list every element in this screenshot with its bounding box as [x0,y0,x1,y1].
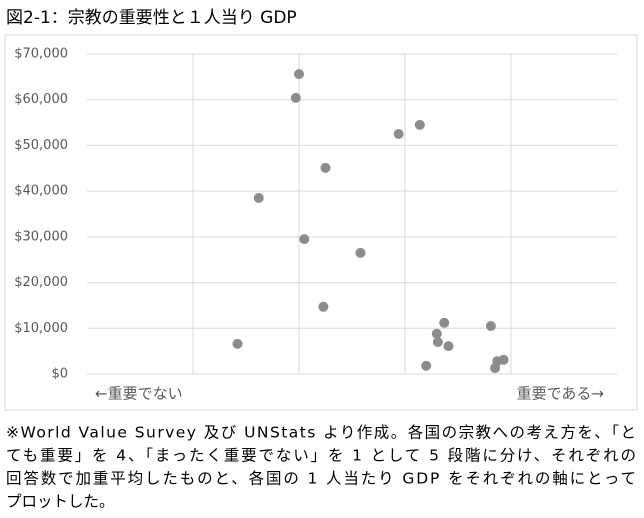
y-tick-label: $70,000 [14,47,68,62]
point [485,321,496,331]
point [294,69,304,80]
x-axis-label: ←重要でない [95,385,183,403]
y-tick-label: $20,000 [14,275,68,290]
y-tick-label: $30,000 [14,229,68,244]
point [439,317,450,328]
point [320,162,331,173]
point [318,301,329,312]
point [498,354,509,365]
point [232,338,243,349]
footnote: ※World Value Survey 及び UNStats より作成。各国の宗… [6,424,636,442]
point [393,129,404,139]
x-axis-label: 重要である→ [517,385,604,403]
point [490,363,501,374]
y-tick-label: $60,000 [14,92,68,107]
point [443,341,454,352]
point [253,193,264,203]
footnote: 回答数で加重平均したものと、各国の 1 人当たり GDP をそれぞれの軸にとって [6,470,636,488]
y-tick-label: $40,000 [14,184,68,199]
point [355,247,366,258]
point [414,119,425,130]
y-tick-label: $0 [51,367,68,382]
y-tick-label: $50,000 [14,138,68,153]
footnote: プロットした。 [6,493,115,511]
point [421,360,432,371]
footnote: ても重要」を 4、「まったく重要でない」を 1 として 5 段階に分け、それぞれ… [6,447,636,465]
chart-frame [4,34,638,411]
point [432,337,443,347]
chart-title: 図2-1：宗教の重要性と１人当り GDP [6,8,297,28]
point [299,234,310,245]
point [290,92,301,103]
y-tick-label: $10,000 [14,321,68,336]
point [431,328,442,339]
